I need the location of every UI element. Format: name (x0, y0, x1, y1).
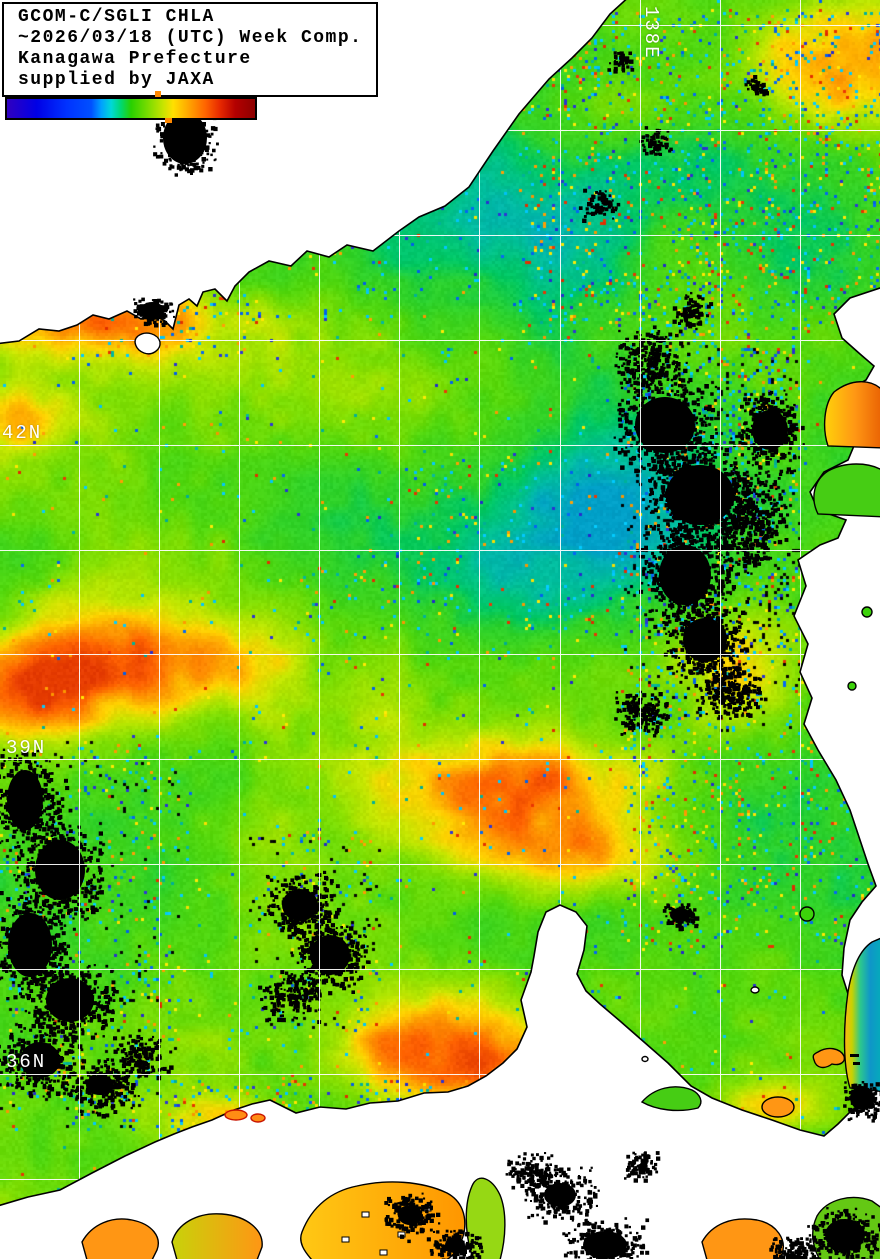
title-box: GCOM-C/SGLI CHLA ~2026/03/18 (UTC) Week … (2, 2, 378, 97)
island-red-rim-a (224, 1109, 248, 1121)
chlorophyll-colorbar (5, 97, 257, 120)
inland-sea-w2 (171, 1213, 263, 1259)
inland-sea-e1 (701, 1218, 784, 1259)
pond-1 (750, 986, 760, 994)
dash-1 (850, 1054, 859, 1057)
island-orange-L (812, 1047, 846, 1069)
bay-teal-east (843, 937, 880, 1093)
title-region: Kanagawa Prefecture (18, 49, 252, 69)
grid-label-lon-138e: 138E (640, 6, 662, 60)
colorbar-gradient (7, 99, 255, 118)
cloud-nodata-sea (0, 51, 805, 1119)
title-date: ~2026/03/18 (UTC) Week Comp. (18, 28, 363, 48)
bay-north-orange (823, 381, 880, 449)
colorbar-tick-0 (155, 91, 161, 97)
island-red-rim-b (250, 1113, 266, 1123)
island-green-1 (799, 906, 815, 922)
coast-east (0, 287, 880, 1259)
islands (134, 332, 873, 1123)
coast-inlet-green (640, 1086, 702, 1112)
dash-2 (853, 1062, 860, 1065)
colorbar-tick-1 (165, 118, 172, 123)
grid-label-lat-36n: 36N (6, 1051, 47, 1073)
pond-2 (641, 1055, 649, 1063)
grid-label-lat-42n: 42N (2, 422, 43, 444)
island-green-2 (861, 606, 873, 618)
water-bodies (81, 381, 880, 1259)
grid-label-lat-39n: 39N (6, 737, 47, 759)
cloud-nodata-land (133, 104, 880, 1259)
island-coastal-white (134, 332, 161, 355)
inland-sea-w1 (81, 1218, 159, 1259)
island-orange-round (761, 1096, 795, 1118)
title-product: GCOM-C/SGLI CHLA (18, 7, 215, 27)
island-green-3 (847, 681, 857, 691)
title-supplier: supplied by JAXA (18, 70, 215, 90)
